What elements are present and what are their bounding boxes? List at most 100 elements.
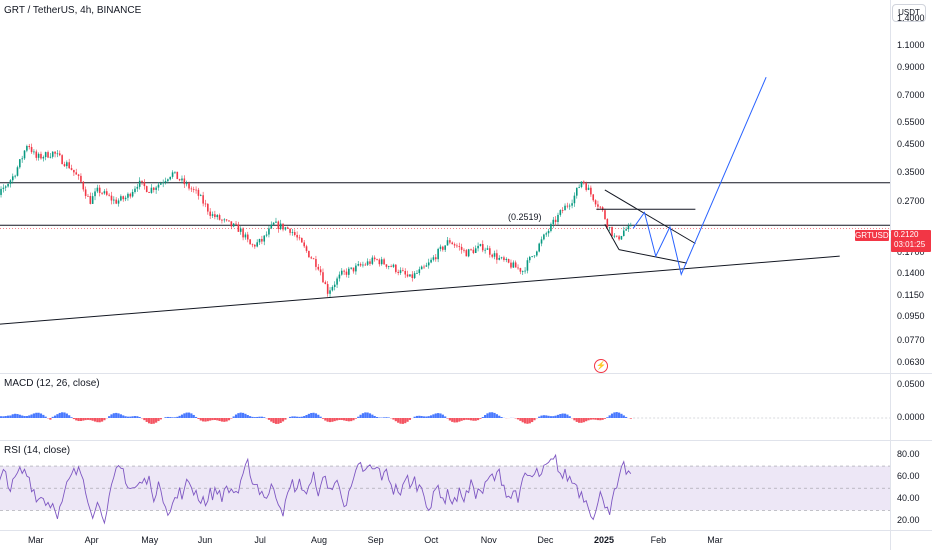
macd-histogram-bar [476,418,480,421]
macd-histogram-bar [460,418,463,421]
candle-body [411,274,414,279]
macd-histogram-bar [53,415,57,418]
candle-body [33,151,35,153]
price-tick-label: 0.3500 [897,166,925,177]
level-annotation[interactable]: (0.2519) [508,212,542,222]
macd-histogram-bar [603,418,607,419]
candle-body [357,264,360,266]
price-tick-label: 0.7000 [897,90,925,101]
candle-body [333,284,336,287]
candle-body [293,232,296,235]
candle-body [101,192,103,194]
candle-body [265,234,268,236]
macd-histogram-bar [32,413,36,418]
macd-histogram-bar [385,417,388,418]
macd-histogram-bar [359,414,362,418]
candle-body [597,204,599,207]
candle-body [315,259,317,267]
candle-body [223,219,226,221]
price-pane[interactable] [0,76,890,326]
time-tick-label: Dec [537,535,554,545]
candle-body [524,270,526,272]
candle-body [326,284,329,294]
candle-body [279,223,282,230]
macd-histogram-bar [472,418,475,421]
macd-title[interactable]: MACD (12, 26, close) [4,378,100,389]
macd-histogram-bar [587,418,590,421]
macd-histogram-bar [352,418,355,421]
rsi-title[interactable]: RSI (14, close) [4,445,71,456]
macd-histogram-bar [599,418,602,421]
macd-histogram-bar [187,412,191,418]
currency-button[interactable]: USDT [892,4,926,22]
macd-histogram-bar [375,417,379,418]
candle-body [84,189,87,196]
candle-body [625,229,627,231]
macd-histogram-bar [328,418,332,423]
support-trendline [0,255,840,325]
candle-body [442,246,444,250]
macd-histogram-bar [270,418,273,422]
time-tick-label: Jul [254,535,266,545]
macd-histogram-bar [406,418,409,422]
candle-body [160,183,162,185]
candle-body [352,267,355,272]
candle-body [185,183,188,185]
macd-histogram-bar [387,417,390,418]
candle-body [395,264,397,272]
tradingview-logo-icon[interactable]: ⚡ [594,359,608,373]
macd-histogram-bar [364,412,367,418]
candle-body [371,257,374,264]
candle-body [9,180,12,184]
candle-body [319,269,322,273]
candle-body [474,248,477,253]
rsi-pane[interactable] [0,453,890,525]
candle-body [580,181,583,188]
macd-histogram-bar [589,418,592,420]
candle-body [510,262,512,268]
macd-histogram-bar [333,418,336,422]
macd-histogram-bar [561,413,564,418]
macd-histogram-bar [232,416,235,418]
candle-body [261,238,263,242]
candle-body [460,246,463,250]
candle-body [324,282,327,285]
macd-histogram-bar [347,418,350,422]
macd-pane[interactable] [0,412,890,424]
macd-histogram-bar [2,416,5,418]
candle-body [275,221,277,223]
candle-body [453,244,456,246]
candle-body [583,181,585,184]
macd-histogram-bar [481,416,484,418]
macd-histogram-bar [437,413,440,418]
macd-histogram-bar [199,418,202,421]
macd-histogram-bar [366,412,369,418]
macd-histogram-bar [35,412,38,418]
ticker-label: GRTUSDT [855,230,894,241]
macd-histogram-bar [23,416,26,418]
macd-histogram-bar [279,418,282,423]
candle-body [550,224,552,231]
time-tick-label: Feb [650,535,667,545]
rsi-tick-label: 60.00 [897,471,920,482]
candle-body [228,220,230,222]
candle-body [28,145,31,148]
macd-histogram-bar [523,418,527,424]
candle-body [136,186,139,189]
symbol-title[interactable]: GRT / TetherUS, 4h, BINANCE [4,5,142,16]
macd-histogram-bar [180,414,184,418]
macd-histogram-bar [284,418,287,420]
macd-histogram-bar [610,413,614,418]
macd-histogram-bar [453,418,456,423]
candle-body [594,200,597,205]
candle-body [383,259,385,265]
macd-histogram-bar [324,418,327,421]
candle-body [543,234,545,240]
macd-histogram-bar [620,413,623,418]
candle-body [345,271,348,275]
candle-body [216,215,219,218]
candle-body [176,171,179,180]
candle-body [519,268,522,272]
candle-body [110,195,113,201]
